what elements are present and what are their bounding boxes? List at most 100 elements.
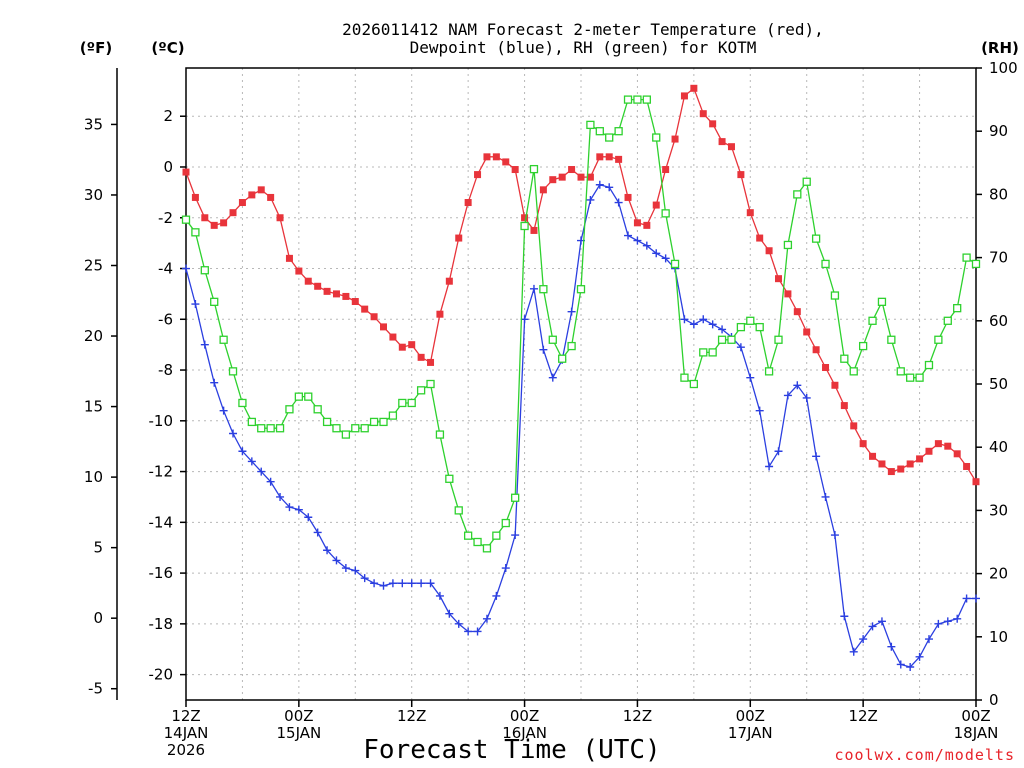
x-tick-label: 14JAN (164, 724, 209, 742)
relative-humidity-point (200, 266, 209, 275)
relative-humidity-line (185, 98, 977, 550)
dewpoint-point (219, 406, 228, 415)
temperature-point (267, 193, 275, 201)
temperature-point (323, 287, 331, 295)
relative-humidity-point (275, 424, 285, 433)
temperature-point (897, 465, 905, 473)
relative-humidity-point (623, 95, 633, 104)
relative-humidity-point (351, 424, 360, 433)
dewpoint-point (934, 619, 943, 628)
x-tick-label: 2026 (167, 741, 205, 759)
dewpoint-point (276, 492, 285, 501)
temperature-point (295, 267, 303, 275)
relative-humidity-point (304, 392, 313, 401)
grid-layer (186, 68, 976, 700)
temperature-point (887, 468, 895, 476)
rh-tick-label: 0 (989, 691, 999, 709)
relative-humidity-point (482, 544, 492, 553)
relative-humidity-point (953, 304, 962, 313)
dewpoint-point (238, 447, 247, 456)
celsius-tick-label: -10 (149, 412, 174, 430)
relative-humidity-point (529, 164, 539, 174)
x-tick-label: 00Z (736, 707, 765, 725)
temperature-point (285, 254, 293, 262)
dewpoint-point (783, 391, 792, 400)
dewpoint-point (812, 452, 821, 461)
dewpoint-point (943, 617, 952, 626)
temperature-point (257, 186, 265, 194)
fahrenheit-tick-label: 10 (84, 468, 103, 486)
relative-humidity-point (717, 335, 727, 344)
dewpoint-point (313, 528, 322, 537)
temperature-point (201, 214, 209, 222)
temperature-point (549, 176, 557, 184)
dewpoint-point (407, 579, 416, 588)
dewpoint-point (953, 614, 962, 623)
dewpoint-point (182, 264, 190, 273)
fahrenheit-tick-label: 20 (84, 327, 103, 345)
x-tick-label: 12Z (397, 707, 426, 725)
x-tick-label: 12Z (171, 707, 200, 725)
x-tick-label: 00Z (284, 707, 313, 725)
relative-humidity-point (473, 537, 482, 547)
temperature-point (304, 277, 312, 285)
chart-title-line-2: Dewpoint (blue), RH (green) for KOTM (410, 38, 757, 57)
relative-humidity-point (285, 405, 294, 414)
dewpoint-point (915, 652, 924, 661)
temperature-point (652, 201, 660, 209)
dewpoint-point (887, 642, 896, 651)
temperature-point (436, 310, 444, 318)
rh-ticks: 0 10 20 30 40 50 60 70 80 90 100 (976, 59, 1018, 709)
celsius-tick-label: -12 (149, 463, 174, 481)
temperature-point (775, 275, 782, 283)
temperature-point (784, 290, 792, 298)
temperature-point (859, 440, 867, 448)
celsius-tick-label: -8 (158, 361, 173, 379)
relative-humidity-point (830, 291, 840, 300)
temperature-point (351, 298, 359, 306)
dewpoint-point (304, 513, 313, 522)
relative-humidity-point (228, 367, 238, 376)
relative-humidity-point (520, 221, 529, 231)
temperature-point (944, 442, 952, 450)
relative-humidity-point (247, 417, 256, 427)
relative-humidity-point (558, 354, 567, 363)
dewpoint-point (294, 505, 303, 514)
dewpoint-point (323, 546, 332, 555)
dewpoint-point (501, 564, 510, 573)
relative-humidity-point (501, 518, 510, 528)
relative-humidity-point (294, 392, 304, 401)
dewpoint-point (351, 566, 360, 575)
temperature-point (483, 153, 491, 161)
relative-humidity-point (210, 297, 219, 306)
dewpoint-point (755, 406, 764, 415)
relative-humidity-point (407, 398, 416, 408)
relative-humidity-point (962, 253, 971, 262)
relative-humidity-point (821, 259, 830, 269)
relative-humidity-point (727, 335, 736, 344)
temperature-point (812, 346, 820, 354)
temperature-point (671, 135, 679, 143)
dewpoint-point (511, 531, 520, 540)
relative-humidity-point (764, 367, 774, 376)
relative-humidity-point (868, 316, 877, 325)
x-tick-label: 18JAN (954, 724, 999, 742)
relative-humidity-point (257, 424, 266, 433)
temperature-point (191, 193, 199, 201)
dewpoint-point (567, 307, 576, 316)
dewpoint-point (802, 393, 811, 402)
celsius-unit-label: (ºC) (151, 39, 184, 57)
dewpoint-point (633, 236, 642, 245)
temperature-point (633, 219, 641, 227)
relative-humidity-point (454, 506, 463, 515)
relative-humidity-point (633, 95, 642, 104)
relative-humidity-point (313, 405, 322, 414)
celsius-tick-label: -4 (158, 260, 173, 278)
dewpoint-point (360, 574, 369, 583)
relative-humidity-point (943, 316, 952, 325)
relative-humidity-point (708, 348, 717, 357)
temperature-point (878, 460, 886, 468)
dewpoint-point (341, 564, 350, 573)
dewpoint-point (924, 635, 933, 644)
temperature-point (464, 199, 472, 207)
